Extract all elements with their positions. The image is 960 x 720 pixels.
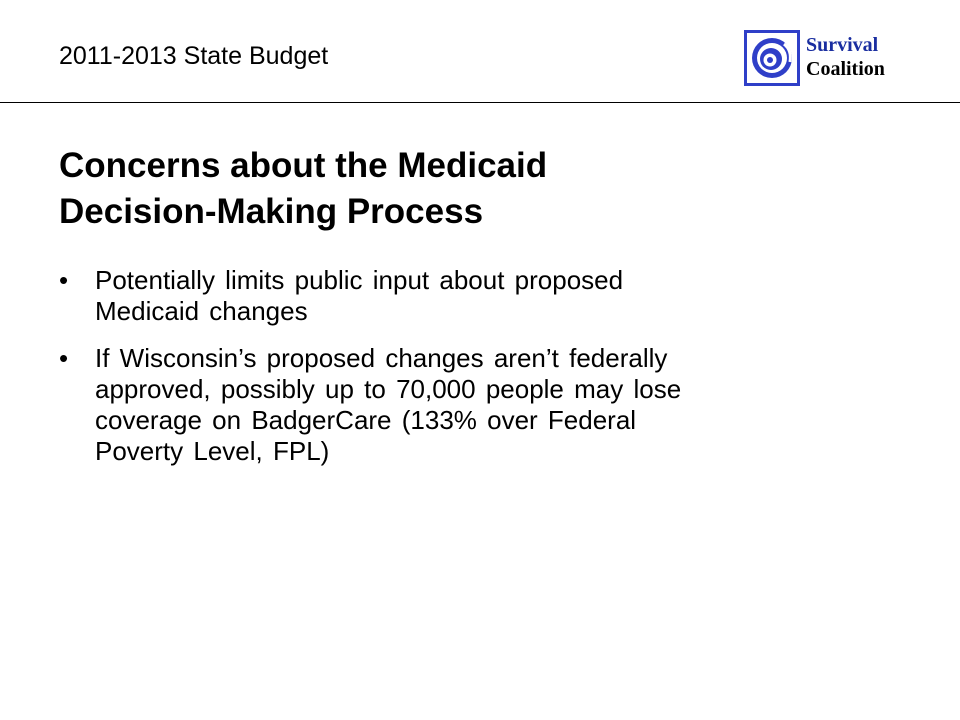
bullet-marker: •	[59, 343, 69, 373]
logo-line-2: Coalition	[806, 58, 885, 80]
bullet-line: approved, possibly up to 70,000 people m…	[95, 374, 682, 404]
bullet-line: Poverty Level, FPL)	[95, 436, 330, 466]
spiral-icon	[744, 30, 800, 86]
bullet-line: Medicaid changes	[95, 296, 308, 326]
header-divider	[0, 102, 960, 103]
logo-line-1: Survival	[806, 34, 879, 56]
slide-title-line: Decision-Making Process	[59, 192, 484, 231]
bullet-line: Potentially limits public input about pr…	[95, 265, 624, 295]
logo-wordmark: Survival Coalition	[806, 33, 885, 81]
bullet-item: • Potentially limits public input about …	[59, 265, 889, 327]
bullet-line: coverage on BadgerCare (133% over Federa…	[95, 405, 637, 435]
bullet-marker: •	[59, 265, 69, 295]
bullet-item: • If Wisconsin’s proposed changes aren’t…	[59, 343, 889, 467]
bullet-list: • Potentially limits public input about …	[59, 265, 889, 483]
slide-title-line: Concerns about the Medicaid	[59, 146, 548, 185]
slide-title: Concerns about the Medicaid Decision-Mak…	[59, 143, 919, 235]
header-title: 2011-2013 State Budget	[59, 42, 329, 70]
bullet-text: Potentially limits public input about pr…	[95, 265, 889, 327]
bullet-line: If Wisconsin’s proposed changes aren’t f…	[95, 343, 668, 373]
bullet-text: If Wisconsin’s proposed changes aren’t f…	[95, 343, 889, 467]
survival-coalition-logo: Survival Coalition	[744, 30, 914, 86]
